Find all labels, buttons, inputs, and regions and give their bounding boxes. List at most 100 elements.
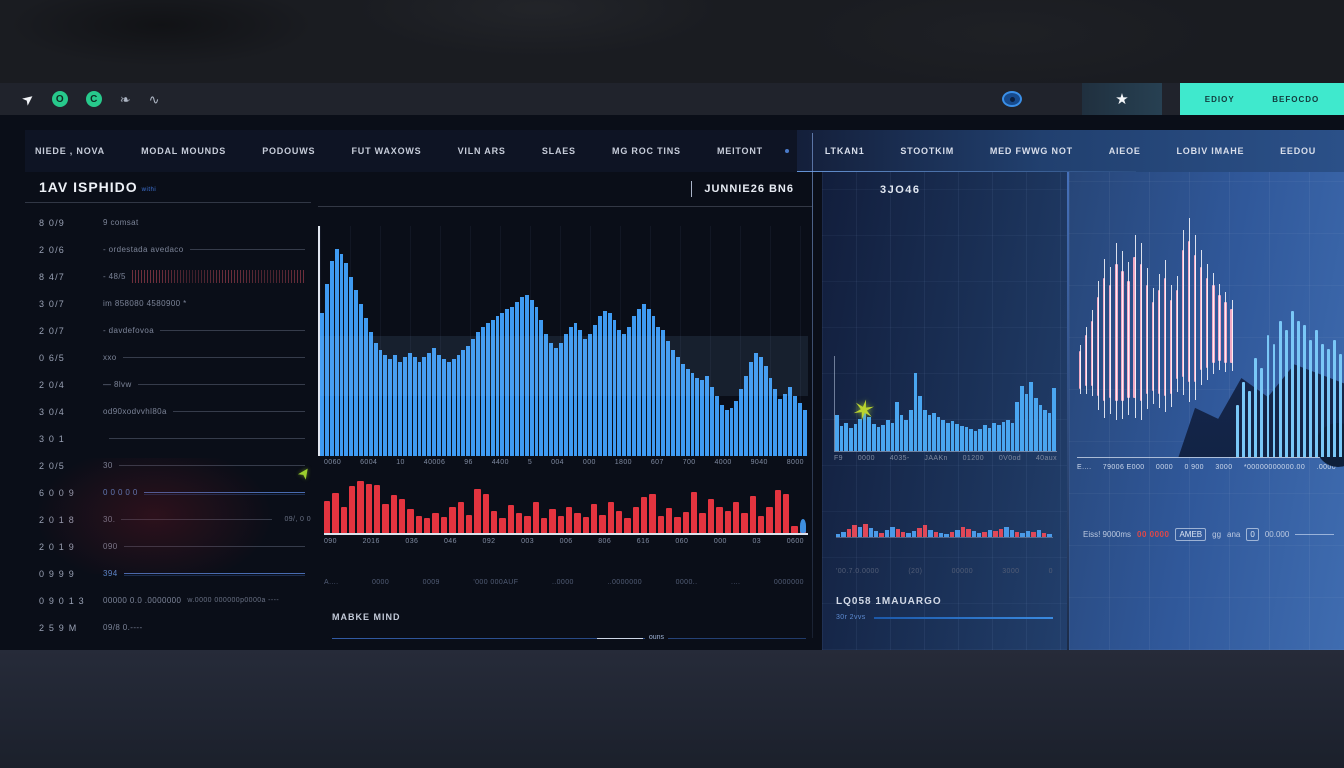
bar bbox=[846, 529, 852, 537]
footer-text: 00.000 bbox=[1264, 530, 1290, 539]
tick-label: 036 bbox=[405, 538, 419, 545]
row-value: — 8lvw bbox=[103, 380, 132, 389]
row-value: 090 bbox=[103, 542, 118, 551]
candle-wick bbox=[1195, 234, 1197, 400]
candle-wick bbox=[1134, 234, 1136, 418]
list-item[interactable]: 0 6/5 xxo bbox=[25, 344, 311, 371]
list-item[interactable]: 2 0 1 9 090 bbox=[25, 533, 311, 560]
distribution-chart[interactable] bbox=[834, 356, 1057, 452]
nav-item[interactable]: SLAES bbox=[541, 146, 576, 156]
list-item[interactable]: 0 9 9 9 394 bbox=[25, 560, 311, 587]
price-chart[interactable] bbox=[318, 226, 808, 456]
panel-divider bbox=[1067, 172, 1069, 650]
list-item[interactable]: 3 0/4 od90xodvvhl80a bbox=[25, 398, 311, 425]
candle-wick bbox=[1104, 258, 1106, 418]
list-item[interactable]: 2 0/6 - ordestada avedaco bbox=[25, 236, 311, 263]
star-button[interactable]: ★ bbox=[1082, 83, 1162, 115]
nav-item[interactable]: VILN ARS bbox=[457, 146, 506, 156]
edit-button[interactable]: EDIOY bbox=[1204, 94, 1235, 104]
bar bbox=[507, 505, 514, 533]
tick-label: 046 bbox=[443, 538, 457, 545]
nav-item[interactable]: MG ROC TINS bbox=[612, 146, 681, 156]
footer-badge[interactable]: AMEB bbox=[1175, 528, 1207, 541]
footer-subtext: 30r 2vvs bbox=[836, 614, 866, 621]
bar bbox=[480, 327, 485, 456]
row-label: 2 0/6 bbox=[39, 244, 66, 255]
candle bbox=[1211, 222, 1215, 457]
footer-badge2[interactable]: 0 bbox=[1246, 528, 1259, 541]
bar bbox=[671, 350, 675, 456]
list-item[interactable]: 0 9 0 1 3 00000 0.0 .0000000 w.0000 000000… bbox=[25, 587, 311, 614]
list-item[interactable]: 2 0/5 30 bbox=[25, 452, 311, 479]
nav-item[interactable]: LTKAN1 bbox=[824, 146, 865, 156]
bar bbox=[1010, 423, 1015, 451]
bar bbox=[973, 431, 978, 451]
bar bbox=[749, 496, 756, 533]
list-item[interactable]: 2 0/7 - davdefovoa bbox=[25, 317, 311, 344]
candle-wick bbox=[1146, 268, 1148, 409]
candle-wick bbox=[1116, 242, 1118, 420]
bar bbox=[783, 393, 787, 456]
bar bbox=[532, 501, 539, 533]
nav-item[interactable]: PODOUWS bbox=[262, 146, 316, 156]
bar bbox=[374, 484, 381, 533]
bar bbox=[354, 290, 358, 456]
candle bbox=[1084, 222, 1088, 457]
bar bbox=[1284, 222, 1288, 457]
bar bbox=[895, 401, 899, 451]
bar bbox=[1009, 530, 1014, 537]
list-item[interactable]: 2 0 1 8 30. 09/, 0 0 bbox=[25, 506, 311, 533]
nav-item[interactable]: MED FWWG NOT bbox=[989, 146, 1073, 156]
list-item[interactable]: 8 0/9 9 comsat bbox=[25, 209, 311, 236]
bar bbox=[574, 512, 581, 533]
tick-label: 0009 bbox=[422, 579, 440, 586]
candle-wick bbox=[1128, 261, 1130, 415]
bar bbox=[1038, 405, 1043, 451]
bar bbox=[716, 507, 723, 533]
list-item[interactable]: 6 0 0 9 0 0 0 0 0 bbox=[25, 479, 311, 506]
bar bbox=[417, 361, 422, 456]
row-label: 3 0/4 bbox=[39, 406, 66, 417]
cursor-icon[interactable]: ➤ bbox=[18, 89, 38, 109]
bar bbox=[624, 518, 631, 533]
bar bbox=[432, 347, 436, 456]
volume-chart[interactable] bbox=[324, 477, 808, 535]
bar bbox=[1024, 394, 1029, 451]
bar bbox=[1047, 413, 1052, 451]
bar bbox=[899, 414, 904, 451]
bar bbox=[340, 507, 348, 533]
row-label: 2 0/7 bbox=[39, 325, 66, 336]
nav-item[interactable]: AIEOE bbox=[1108, 146, 1141, 156]
footer-text: ana bbox=[1227, 530, 1241, 539]
nav-item[interactable]: LOBIV IMAHE bbox=[1176, 146, 1245, 156]
secondary-button[interactable]: BEFOCDO bbox=[1272, 94, 1320, 104]
candlestick-chart[interactable] bbox=[1077, 218, 1344, 467]
list-item[interactable]: 2 5 9 M 09/8 0.---- bbox=[25, 614, 311, 641]
green-badge-icon[interactable]: O bbox=[51, 91, 68, 107]
list-item[interactable]: 3 0/7 im 858080 4580900 * bbox=[25, 290, 311, 317]
leaf-icon[interactable]: ❧ bbox=[119, 91, 131, 107]
bar bbox=[661, 329, 666, 456]
bar bbox=[373, 343, 378, 456]
nav-item[interactable]: FUT WAXOWS bbox=[351, 146, 422, 156]
list-item[interactable]: 3 0 1 bbox=[25, 425, 311, 452]
nav-item[interactable]: MEITONT bbox=[717, 146, 763, 156]
x-axis-labels: 0060 6004 10 40006 96 4400 5 004 000 1800 607 700 40… bbox=[318, 456, 812, 471]
bar bbox=[616, 510, 623, 533]
pulse-icon[interactable]: ∿ bbox=[148, 91, 160, 107]
footer-text: Eiss! 9000ms bbox=[1083, 530, 1132, 539]
list-item[interactable]: 8 4/7 - 48/5 bbox=[25, 263, 311, 290]
nav-item[interactable]: STOOTKIM bbox=[900, 146, 955, 156]
bar bbox=[695, 377, 700, 456]
nav-item[interactable]: NIEDE , NOVA bbox=[35, 146, 105, 156]
nav-item[interactable]: EEDOU bbox=[1280, 146, 1317, 156]
bar bbox=[868, 528, 873, 537]
bar bbox=[466, 345, 471, 456]
nav-item[interactable]: MODAL MOUNDS bbox=[141, 146, 227, 156]
candle bbox=[1224, 222, 1228, 457]
tick-label: 092 bbox=[482, 538, 496, 545]
dot-icon bbox=[785, 149, 789, 153]
green-badge2-icon[interactable]: C bbox=[85, 91, 102, 107]
list-item[interactable]: 2 0/4 — 8lvw bbox=[25, 371, 311, 398]
eye-icon[interactable] bbox=[1002, 91, 1022, 107]
